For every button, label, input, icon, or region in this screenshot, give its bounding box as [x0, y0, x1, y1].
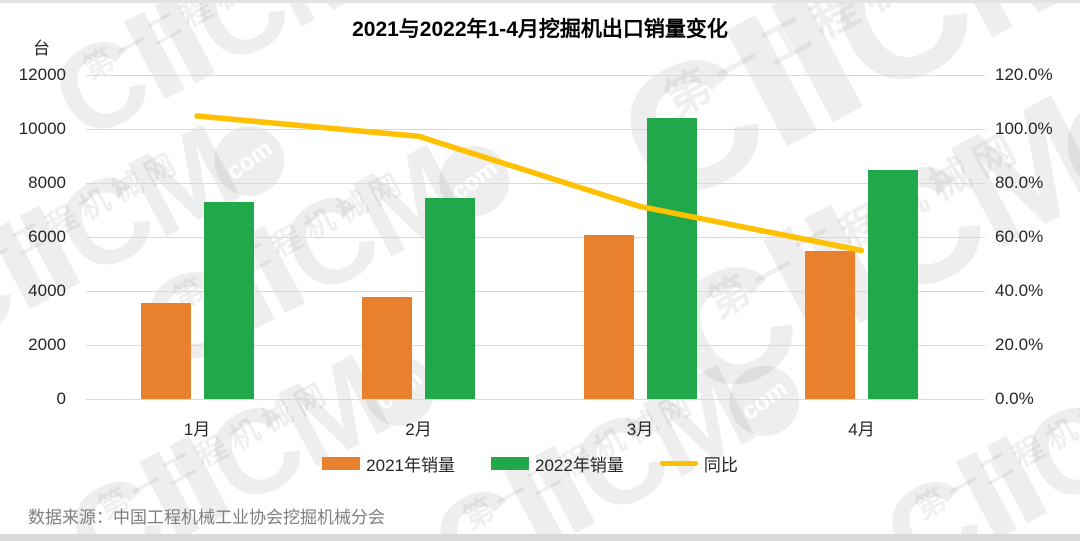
right-tick-label: 80.0%: [995, 173, 1044, 192]
legend-label: 2021年销量: [366, 456, 455, 475]
right-tick-label: 100.0%: [995, 119, 1053, 138]
left-tick-label: 4000: [28, 281, 66, 300]
left-tick-label: 12000: [18, 65, 66, 84]
legend-label: 2022年销量: [535, 456, 624, 475]
chart-title: 2021与2022年1-4月挖掘机出口销量变化: [352, 18, 728, 41]
left-tick-label: 6000: [28, 227, 66, 246]
legend-item-同比: 同比: [659, 451, 738, 476]
top-edge-strip: [0, 0, 1080, 3]
legend-item-2022年销量: 2022年销量: [491, 451, 624, 476]
legend-item-2021年销量: 2021年销量: [322, 451, 455, 476]
gridline: [86, 344, 985, 346]
bar-2021年销量-1月: [140, 302, 191, 399]
bar-2021年销量-3月: [583, 235, 634, 399]
legend: 2021年销量 2022年销量 同比: [0, 451, 1060, 476]
bottom-edge-strip: [0, 534, 1080, 541]
right-tick-label: 0.0%: [995, 389, 1034, 408]
left-tick-label: 2000: [28, 335, 66, 354]
bar-2022年销量-2月: [425, 198, 475, 399]
legend-swatch: [322, 457, 361, 470]
watermark-com-disc: com: [717, 353, 812, 449]
bar-2022年销量-4月: [868, 170, 918, 399]
gridline: [86, 74, 985, 76]
x-axis-label: 4月: [848, 420, 875, 439]
right-tick-label: 20.0%: [995, 335, 1044, 354]
gridline: [86, 128, 985, 130]
x-axis-label: 3月: [626, 420, 654, 439]
legend-line-swatch: [659, 461, 698, 466]
right-tick-label: 60.0%: [995, 227, 1044, 246]
legend-swatch: [491, 457, 529, 470]
right-tick-label: 40.0%: [995, 281, 1044, 300]
watermark-com-text: com: [221, 134, 278, 186]
x-axis-label: 2月: [405, 420, 432, 439]
gridline: [86, 398, 985, 400]
source-note: 数据来源：中国工程机械工业协会挖掘机械分会: [28, 508, 385, 527]
bar-2022年销量-1月: [203, 201, 254, 399]
right-tick-label: 120.0%: [995, 65, 1053, 84]
gridline: [86, 290, 985, 292]
left-tick-label: 10000: [18, 119, 66, 138]
bar-2022年销量-3月: [646, 118, 697, 399]
left-tick-label: 0: [56, 389, 66, 408]
x-axis-label: 1月: [183, 420, 211, 439]
bar-2021年销量-2月: [362, 297, 412, 399]
bar-2021年销量-4月: [805, 251, 855, 399]
gridline: [86, 182, 985, 184]
left-tick-label: 8000: [28, 173, 66, 192]
watermark-com-text: com: [736, 374, 793, 426]
left-axis-unit-label: 台: [33, 39, 50, 58]
legend-label: 同比: [703, 456, 738, 475]
